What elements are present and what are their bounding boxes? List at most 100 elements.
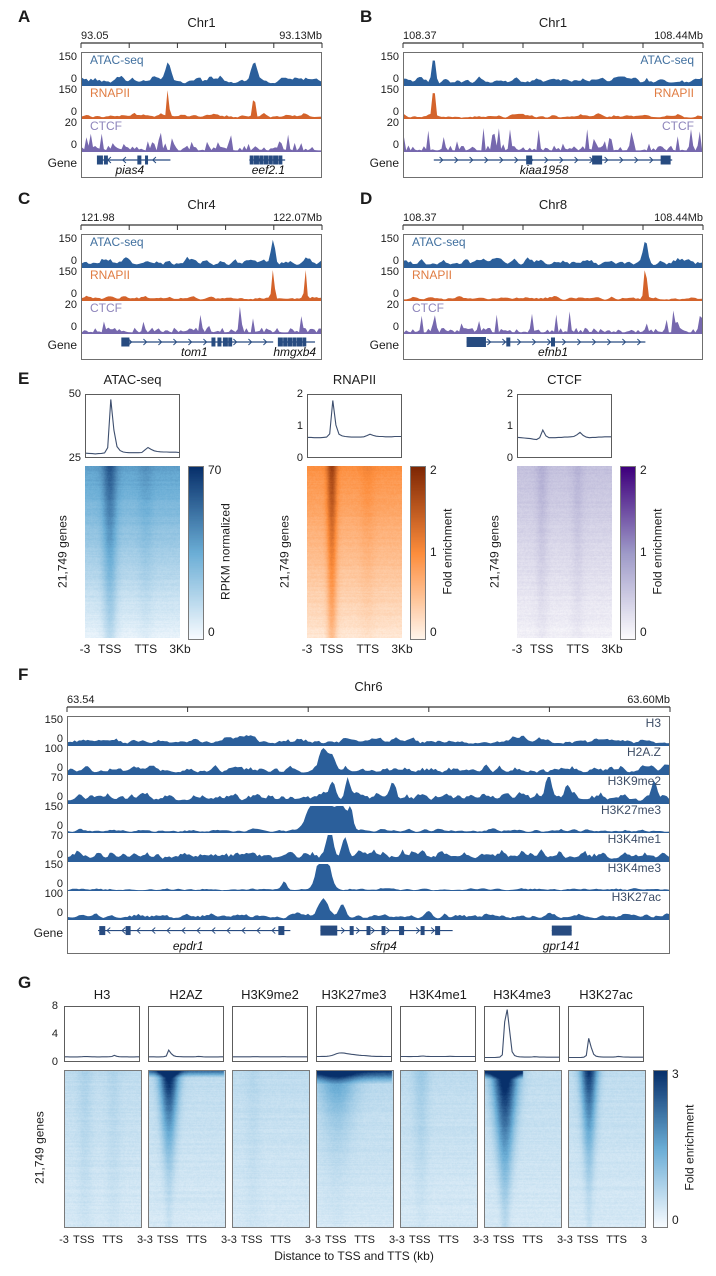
gene-track: kiaa1958 [433, 155, 673, 177]
gene-name: pias4 [114, 163, 144, 177]
column-title: H3 [93, 987, 111, 1002]
track-label: ATAC-seq [412, 235, 466, 249]
heatmap-rnapii [307, 466, 402, 638]
signal-track-atac-seq: ATAC-seq [404, 53, 702, 86]
heatmap-xtick: -3 [479, 1234, 489, 1246]
y-zero-label: 0 [56, 762, 63, 774]
track-label: CTCF [662, 119, 694, 133]
signal-area [68, 735, 669, 746]
heatmap-xtick: -3 [311, 1234, 321, 1246]
ruler [80, 42, 323, 48]
coord-end-label: 93.13Mb [279, 30, 322, 42]
heatmap-xtick: 3Kb [601, 642, 623, 656]
track-label: CTCF [412, 301, 444, 315]
ruler-wrap [402, 42, 704, 50]
ruler [402, 224, 704, 230]
y-max-label: 150 [44, 714, 63, 726]
panel-letter: E [18, 369, 30, 388]
colorbar-axis-label: Fold enrichment [682, 1104, 697, 1191]
gene-axis-label: Gene [369, 338, 399, 352]
signal-track-atac-seq: ATAC-seq [82, 53, 321, 86]
panel-letter: A [18, 7, 31, 26]
y-zero-label: 0 [392, 106, 399, 118]
profile-line [85, 399, 180, 455]
gene-track: epdr1 sfrp4 gpr141 [98, 925, 580, 953]
heatmap-xtick: -3 [59, 1234, 69, 1246]
colorbar [620, 466, 636, 640]
gene-row: tom1 hmgxb4 [82, 334, 321, 359]
chromosome-title: Chr1 [538, 15, 568, 30]
heatmap-xtick: TTS [522, 1234, 544, 1246]
y-max-label: 150 [380, 51, 399, 63]
panel-letter: B [360, 7, 373, 26]
y-max-label: 150 [44, 859, 63, 871]
colorbar-min-label: 0 [640, 625, 647, 639]
track-box: ATAC-seq RNAPII CTCF efnb1 [403, 234, 703, 360]
heatmap-xtick: TTS [354, 1234, 376, 1246]
heatmap-atac-seq [85, 466, 180, 638]
track-label: H3K9me2 [607, 774, 661, 788]
profile-ytick: 0 [506, 452, 513, 464]
y-zero-label: 0 [392, 255, 399, 267]
y-max-label: 150 [380, 84, 399, 96]
profile-line [65, 1054, 139, 1058]
profile-plot-h3k4me1 [400, 1006, 476, 1062]
signal-track-h3: H3 [68, 716, 669, 746]
profile-ytick: 2 [506, 388, 513, 400]
chromosome-title: Chr1 [187, 15, 216, 30]
heatmap-xtick: 3 [304, 1234, 312, 1246]
gene-model-epdr1: epdr1 [98, 926, 291, 953]
signal-area [82, 270, 321, 301]
track-box: ATAC-seq RNAPII CTCF tom1 hmgxb4 [81, 234, 322, 360]
coord-end-label: 63.60Mb [627, 694, 670, 706]
y-max-label: 100 [44, 743, 63, 755]
signal-track-atac-seq: ATAC-seq [404, 235, 702, 268]
gene-name: efnb1 [538, 345, 568, 359]
profile-line [569, 1038, 643, 1059]
profile-ytick: 4 [51, 1028, 58, 1040]
chromosome-title: Chr8 [538, 197, 568, 212]
signal-area [404, 128, 702, 152]
heatmap-xtick: 3 [220, 1234, 228, 1246]
profile-plot-rnapii [307, 394, 402, 458]
gene-row: kiaa1958 [404, 152, 702, 177]
heatmap-ctcf [517, 466, 612, 638]
panel-letter: G [18, 973, 32, 992]
gene-model-pias4: pias4 [96, 155, 171, 177]
ruler [402, 42, 704, 48]
profile-plot-h3k27ac [568, 1006, 644, 1062]
heatmap-h3k4me1 [400, 1070, 478, 1228]
gene-name: sfrp4 [370, 939, 397, 953]
signal-track-rnapii: RNAPII [404, 86, 702, 119]
gene-axis-label: Gene [47, 338, 77, 352]
signal-track-h3k9me2: H3K9me2 [68, 774, 669, 804]
track-label: CTCF [90, 301, 122, 315]
profile-plot-h3k27me3 [316, 1006, 392, 1062]
colorbar [410, 466, 426, 640]
track-label: RNAPII [90, 86, 131, 100]
heatmap-xtick: TSS [530, 642, 554, 656]
column-title: CTCF [547, 372, 582, 387]
gene-axis-label: Gene [369, 156, 399, 170]
heatmap-xtick: -3 [563, 1234, 573, 1246]
gene-track: efnb1 [466, 337, 646, 359]
track-label: H3K27me3 [600, 803, 661, 817]
y-max-label: 150 [58, 84, 77, 96]
gene-model-sfrp4: sfrp4 [320, 925, 453, 953]
gene-name: tom1 [181, 345, 208, 359]
heatmap-xtick: 3 [472, 1234, 480, 1246]
track-box: H3 H2A.Z H3K9me2 H3K27me3 H3K4me1 H3K4me3 H3K2… [67, 716, 670, 954]
heatmap-xtick: -3 [301, 642, 313, 656]
y-max-label: 150 [58, 266, 77, 278]
heatmap-xtick: TTS [134, 642, 158, 656]
heatmap-xtick: TTS [186, 1234, 208, 1246]
profile-plot-h3 [64, 1006, 140, 1062]
y-zero-label: 0 [392, 288, 399, 300]
profile-ytick: 2 [296, 388, 303, 400]
heatmap-xtick: TTS [566, 642, 590, 656]
profile-line [308, 400, 401, 439]
colorbar-min-label: 0 [672, 1213, 679, 1227]
heatmap-xtick: TSS [241, 1234, 263, 1246]
heatmap-h3 [64, 1070, 142, 1228]
y-max-label: 20 [386, 299, 399, 311]
